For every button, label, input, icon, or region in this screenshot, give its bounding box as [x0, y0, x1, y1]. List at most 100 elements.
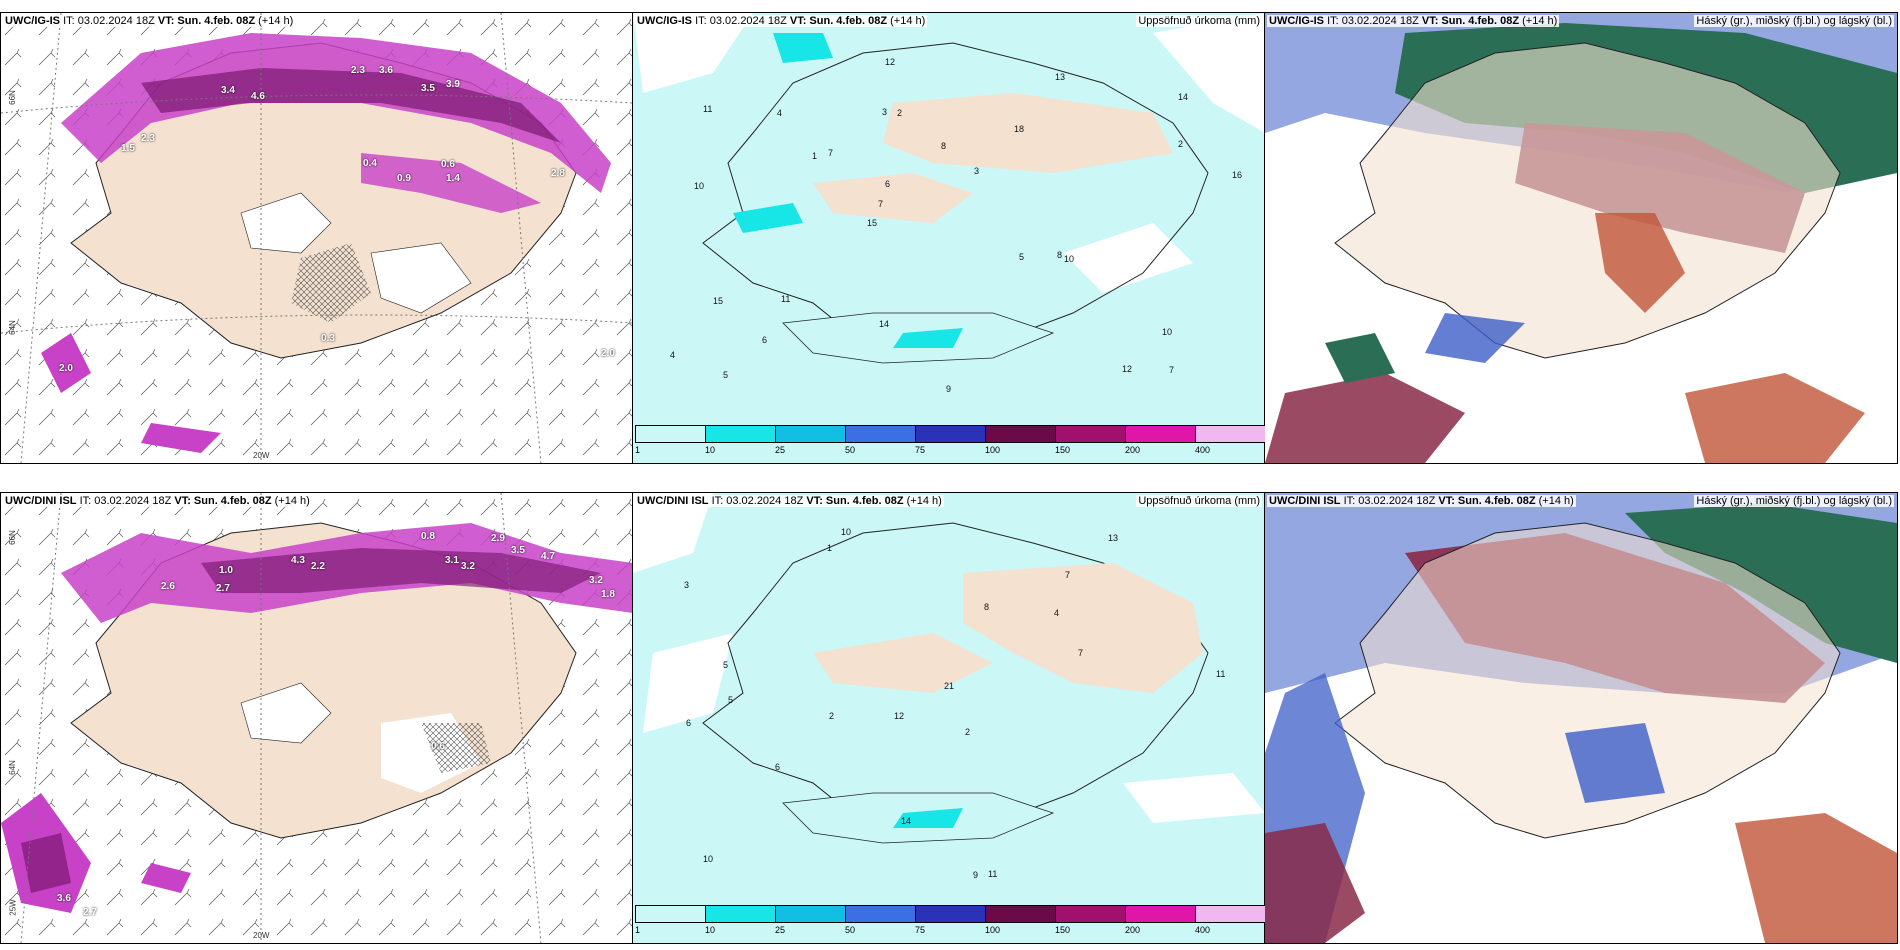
precip-label: 3.2	[461, 561, 475, 572]
colorbar-segment	[776, 906, 846, 922]
precip-label: 2.3	[141, 133, 155, 144]
precip-value: 16	[1232, 170, 1243, 180]
precip-value: 13	[1108, 533, 1119, 543]
panel-right-title: Háský (gr.), miðský (fj.bl.) og lágský (…	[1694, 15, 1894, 27]
precip-value: 2	[829, 711, 835, 721]
precip-value: 7	[1065, 570, 1071, 580]
precip-value: 21	[944, 681, 955, 691]
lat-label: 25W	[8, 899, 18, 916]
precip-value: 2	[897, 108, 903, 118]
colorbar-segment	[1056, 426, 1126, 442]
lead-time: (+14 h)	[906, 495, 942, 507]
precip-value: 10	[694, 181, 705, 191]
precip-value: 1	[827, 543, 833, 553]
precip-value: 6	[885, 179, 891, 189]
precip-value: 15	[867, 218, 878, 228]
colorbar-segment	[846, 906, 916, 922]
colorbar-label: 200	[1125, 925, 1141, 935]
precip-value: 10	[841, 527, 852, 537]
precip-value: 12	[1122, 364, 1133, 374]
precip-value: 3	[684, 580, 690, 590]
valid-time: VT: Sun. 4.feb. 08Z	[806, 495, 904, 507]
initial-time: IT: 03.02.2024 18Z	[711, 495, 804, 507]
precip-label: 3.6	[57, 893, 71, 904]
valid-time: VT: Sun. 4.feb. 08Z	[174, 495, 272, 507]
precip-value: 12	[885, 57, 896, 67]
colorbar-segment	[1196, 426, 1265, 442]
precip-value: 11	[988, 869, 998, 879]
panel-title: UWC/DINI ISL IT: 03.02.2024 18Z VT: Sun.…	[635, 495, 944, 507]
precip-value: 7	[878, 199, 884, 209]
map-panel-top-middle: UWC/IG-IS IT: 03.02.2024 18Z VT: Sun. 4.…	[632, 12, 1266, 464]
precip-label: 4.3	[291, 555, 305, 566]
colorbar-segment	[1126, 906, 1196, 922]
colorbar-segment	[636, 906, 706, 922]
initial-time: IT: 03.02.2024 18Z	[1343, 495, 1436, 507]
precip-label: 2.2	[311, 561, 325, 572]
model-name: UWC/IG-IS	[5, 15, 60, 27]
lead-time: (+14 h)	[274, 495, 310, 507]
precip-label: 0.4	[363, 158, 377, 169]
colorbar-segment	[916, 906, 986, 922]
colorbar-segment	[706, 426, 776, 442]
map-canvas-bottom-right	[1265, 493, 1897, 943]
panel-title: UWC/IG-IS IT: 03.02.2024 18Z VT: Sun. 4.…	[3, 15, 296, 27]
precip-value: 10	[1162, 327, 1173, 337]
valid-time: VT: Sun. 4.feb. 08Z	[157, 15, 256, 27]
precip-label: 2.0	[59, 363, 73, 374]
initial-time: IT: 03.02.2024 18Z	[695, 15, 787, 27]
colorbar-label: 150	[1055, 925, 1071, 935]
colorbar-label: 400	[1195, 445, 1211, 455]
precip-label: 0.6	[441, 159, 455, 170]
colorbar-segment	[1056, 906, 1126, 922]
precip-label: 2.7	[216, 583, 230, 594]
precip-label: 3.4	[221, 85, 235, 96]
map-canvas-top-right	[1265, 13, 1897, 463]
colorbar-label: 75	[915, 925, 926, 935]
map-panel-top-left: UWC/IG-IS IT: 03.02.2024 18Z VT: Sun. 4.…	[0, 12, 634, 464]
colorbar-label: 25	[775, 445, 786, 455]
precip-label: 2.6	[161, 581, 175, 592]
model-name: UWC/DINI ISL	[637, 495, 709, 507]
precip-label: 0.6	[431, 741, 445, 752]
precip-label: 1.5	[121, 143, 135, 154]
precip-colorbar	[635, 425, 1265, 443]
precip-value: 2	[1178, 139, 1184, 149]
precip-label: 0.3	[321, 333, 335, 344]
colorbar-label: 1	[635, 925, 641, 935]
initial-time: IT: 03.02.2024 18Z	[63, 15, 155, 27]
precip-value: 7	[1078, 648, 1084, 658]
precip-value: 5	[723, 370, 729, 380]
precip-value: 18	[1014, 124, 1025, 134]
precip-label: 3.2	[589, 575, 603, 586]
precip-label: 2.3	[351, 65, 365, 76]
colorbar-label: 100	[985, 445, 1001, 455]
colorbar-segment	[1126, 426, 1196, 442]
colorbar-segment	[846, 426, 916, 442]
lead-time: (+14 h)	[890, 15, 926, 27]
precip-label: 0.8	[421, 531, 435, 542]
lat-label: 64N	[7, 760, 17, 775]
lead-time: (+14 h)	[1538, 495, 1574, 507]
lon-label: 20W	[253, 931, 270, 940]
precip-value: 9	[973, 870, 979, 880]
panel-title: UWC/DINI ISL IT: 03.02.2024 18Z VT: Sun.…	[3, 495, 312, 507]
map-canvas-top-left	[1, 13, 633, 463]
precip-label: 3.9	[446, 79, 460, 90]
precip-value: 4	[777, 108, 783, 118]
colorbar-segment	[706, 906, 776, 922]
lead-time: (+14 h)	[1522, 15, 1558, 27]
colorbar-segment	[986, 906, 1056, 922]
precip-value: 7	[828, 148, 834, 158]
colorbar-label: 1	[635, 445, 641, 455]
initial-time: IT: 03.02.2024 18Z	[79, 495, 172, 507]
precip-label: 2.8	[551, 168, 565, 179]
precip-value: 2	[965, 727, 971, 737]
lat-label: 66N	[7, 530, 17, 545]
colorbar-label: 50	[845, 445, 856, 455]
precip-label: 1.8	[601, 589, 615, 600]
precip-value: 11	[781, 294, 791, 304]
colorbar-label: 150	[1055, 445, 1071, 455]
precip-value: 6	[686, 718, 692, 728]
precip-value: 5	[728, 695, 734, 705]
